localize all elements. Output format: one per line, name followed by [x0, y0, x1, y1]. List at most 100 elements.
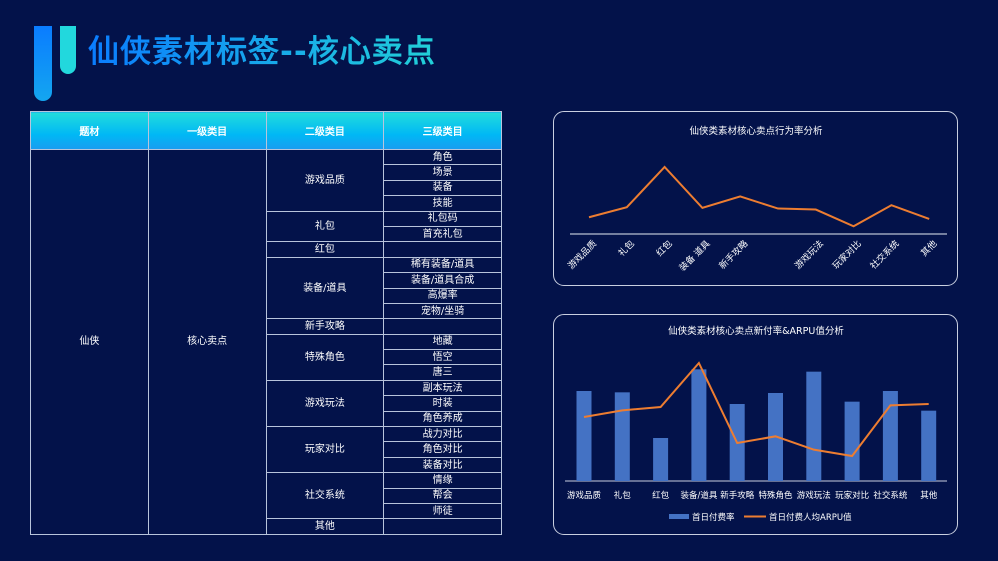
- table-row: 其他: [31, 518, 502, 535]
- x-tick-label: 新手攻略: [716, 238, 750, 272]
- x-tick-label: 玩家对比: [830, 238, 864, 272]
- cell-level2: 红包: [265, 241, 385, 258]
- table-row: 角色对比: [31, 441, 502, 458]
- bar: [691, 369, 707, 481]
- cell-level2: 社交系统: [265, 472, 385, 520]
- bar: [921, 410, 937, 481]
- cell-level3: 装备: [383, 179, 502, 197]
- x-tick-label: 游戏玩法: [792, 238, 826, 272]
- x-tick-label: 其他: [920, 490, 938, 501]
- cell-level2: 玩家对比: [265, 426, 385, 474]
- title-accent-bar-cyan: [60, 26, 76, 74]
- cell-level3: 战力对比: [383, 426, 502, 443]
- header-theme: 题材: [30, 111, 149, 150]
- cell-level2: 特殊角色: [265, 333, 385, 381]
- legend-bar-swatch: [669, 514, 689, 519]
- table-row: 红包: [31, 241, 502, 258]
- cell-level3: 技能: [383, 195, 502, 212]
- header-level2: 二级类目: [265, 111, 385, 150]
- x-tick-label: 礼包: [616, 238, 637, 259]
- behavior-rate-chart: 仙侠类素材核心卖点行为率分析游戏品质 礼包 红包 装备 道具 新手攻略 游戏玩法 玩家对比社…: [565, 125, 947, 274]
- table-row: 唐三: [31, 364, 502, 381]
- header-level3: 三级类目: [383, 111, 502, 150]
- table-row: 仙侠 核心卖点 游戏品质 角色: [30, 148, 502, 535]
- table-row: 高爆率: [31, 287, 502, 304]
- x-tick-label: 社交系统: [873, 490, 908, 501]
- table-row: 帮会: [31, 487, 502, 504]
- x-tick-label: 礼包: [614, 490, 632, 501]
- cell-level3: 悟空: [383, 349, 502, 366]
- header-level1: 一级类目: [147, 111, 267, 150]
- chart-title: 仙侠类素材核心卖点新付率&ARPU值分析: [668, 325, 844, 337]
- cell-level3: 时装: [383, 395, 502, 412]
- cell-level3: 装备/道具合成: [383, 272, 502, 289]
- legend-line-label: 首日付费人均ARPU值: [769, 512, 852, 523]
- bar: [576, 391, 592, 481]
- title-accent-bar-blue: [34, 26, 52, 101]
- cell-level3: 高爆率: [383, 287, 502, 304]
- cell-level3: [383, 241, 502, 258]
- table-row: 时装: [31, 395, 502, 412]
- x-tick-label: 红包: [653, 238, 674, 259]
- cell-level3: 地藏: [383, 333, 502, 351]
- x-tick-label: 游戏品质: [565, 238, 599, 272]
- bar: [614, 392, 630, 481]
- table-row: 装备对比: [31, 456, 502, 474]
- x-tick-label: 其他: [918, 238, 939, 259]
- cell-level2: 游戏品质: [265, 149, 385, 212]
- cell-level3: 副本玩法: [383, 379, 502, 397]
- behavior-rate-chart-panel: 仙侠类素材核心卖点行为率分析游戏品质 礼包 红包 装备 道具 新手攻略 游戏玩法 玩家对比社…: [553, 111, 958, 286]
- cell-level3: 情缘: [383, 472, 502, 489]
- category-table: 题材 一级类目 二级类目 三级类目 仙侠 核心卖点 游戏品质 角色 场景 装备 技能 礼包 礼包…: [30, 111, 502, 535]
- cell-level2: 装备/道具: [265, 256, 385, 320]
- cell-level3: 场景: [383, 164, 502, 181]
- bar: [806, 371, 822, 481]
- x-tick-label: 特殊角色: [758, 490, 793, 501]
- x-tick-label: 社交系统: [868, 238, 902, 272]
- x-tick-label: 游戏玩法: [797, 490, 831, 501]
- bar: [844, 401, 860, 481]
- cell-level3: 师徒: [383, 502, 502, 520]
- bar: [653, 438, 669, 481]
- cell-level3: 角色对比: [383, 441, 502, 458]
- cell-level2: 其他: [265, 518, 385, 535]
- arpu-line: [583, 361, 929, 458]
- cell-level3: [383, 318, 502, 335]
- x-tick-label: 装备 道具: [677, 238, 713, 274]
- cell-level1: 核心卖点: [147, 149, 267, 535]
- x-tick-label: 玩家对比: [835, 490, 869, 501]
- cell-level3: [383, 518, 502, 535]
- cell-level3: 帮会: [383, 487, 502, 504]
- x-tick-label: 红包: [652, 490, 670, 501]
- x-tick-label: 游戏品质: [567, 490, 602, 501]
- bar: [882, 391, 898, 481]
- table-row: 装备/道具合成: [31, 272, 502, 289]
- cell-level3: 礼包码: [383, 210, 502, 227]
- series-line: [588, 165, 930, 228]
- table-row: 玩家对比 战力对比: [31, 426, 502, 474]
- legend-bar-label: 首日付费率: [692, 512, 735, 523]
- cell-level2: 礼包: [265, 210, 385, 243]
- cell-level3: 唐三: [383, 364, 502, 381]
- table-row: 宠物/坐骑: [31, 302, 502, 320]
- payment-arpu-chart-panel: 仙侠类素材核心卖点新付率&ARPU值分析 游戏品质 礼包 红包 装备/道具 新手攻略 特殊角…: [553, 314, 958, 535]
- cell-theme: 仙侠: [30, 149, 149, 535]
- chart-title: 仙侠类素材核心卖点行为率分析: [689, 125, 823, 137]
- table-row: 特殊角色 地藏: [31, 333, 502, 381]
- table-row: 游戏玩法 副本玩法: [31, 379, 502, 428]
- cell-level2: 新手攻略: [265, 318, 385, 335]
- cell-level3: 角色养成: [383, 410, 502, 428]
- x-tick-label: 新手攻略: [720, 490, 755, 501]
- table-row: 新手攻略: [31, 318, 502, 335]
- table-row: 礼包 礼包码: [31, 210, 502, 243]
- cell-level3: 装备对比: [383, 456, 502, 474]
- cell-level3: 首充礼包: [383, 225, 502, 243]
- cell-level2: 游戏玩法: [265, 379, 385, 428]
- table-row: 社交系统 情缘: [31, 472, 502, 520]
- cell-level3: 角色: [383, 148, 502, 166]
- table-row: 装备/道具 稀有装备/道具: [31, 256, 502, 320]
- table-row: 悟空: [31, 349, 502, 366]
- page-title: 仙侠素材标签--核心卖点: [88, 26, 436, 71]
- cell-level3: 稀有装备/道具: [383, 256, 502, 274]
